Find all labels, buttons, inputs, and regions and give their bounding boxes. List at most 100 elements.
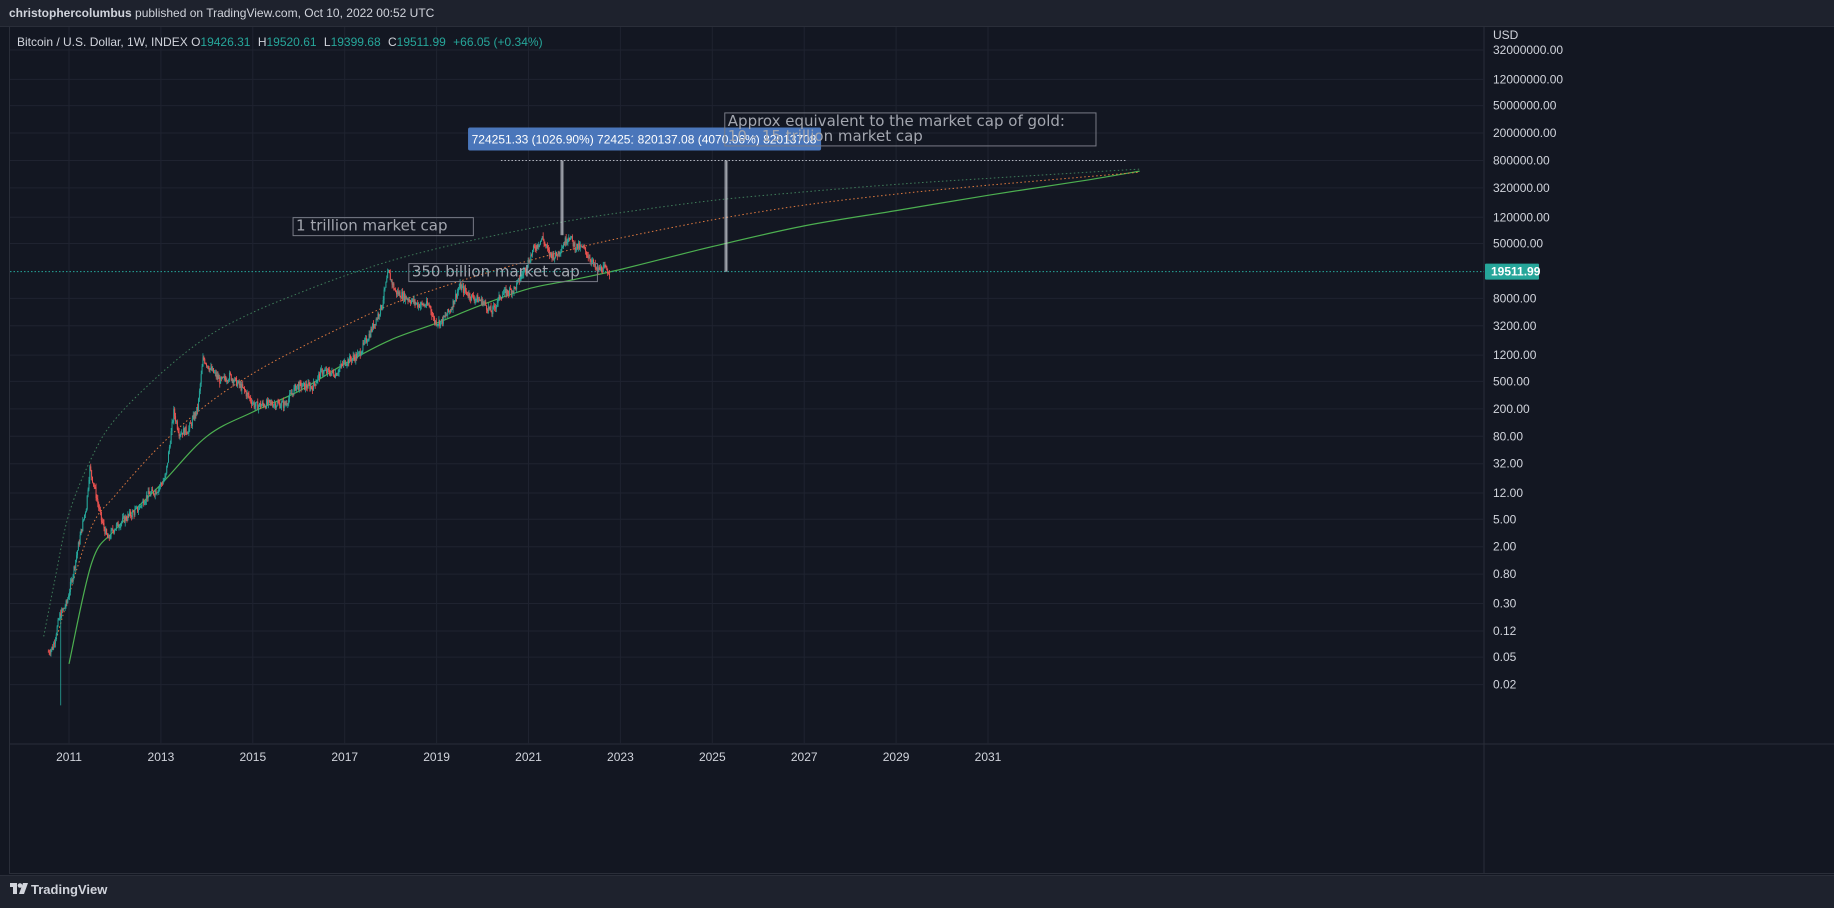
candle-body[interactable] <box>573 242 575 247</box>
candle-body[interactable] <box>415 303 417 305</box>
candle-body[interactable] <box>93 484 95 487</box>
candle-body[interactable] <box>534 246 536 250</box>
symbol-title[interactable]: Bitcoin / U.S. Dollar, 1W, INDEX <box>17 35 188 49</box>
candle-body[interactable] <box>312 381 314 391</box>
candle-body[interactable] <box>529 261 531 263</box>
candle-body[interactable] <box>166 465 168 474</box>
candle-body[interactable] <box>540 239 542 241</box>
candle-body[interactable] <box>586 255 588 257</box>
candle-body[interactable] <box>224 376 226 379</box>
candle-body[interactable] <box>571 236 573 241</box>
candle-body[interactable] <box>531 254 533 256</box>
candle-body[interactable] <box>445 315 447 317</box>
candle-body[interactable] <box>579 245 581 249</box>
candle-body[interactable] <box>48 651 50 653</box>
candle-body[interactable] <box>546 245 548 247</box>
candle-body[interactable] <box>479 300 481 302</box>
annotation-note[interactable]: 350 billion market cap <box>408 263 598 283</box>
candle-body[interactable] <box>328 370 330 374</box>
candle-body[interactable] <box>64 607 66 609</box>
candle-body[interactable] <box>509 288 511 294</box>
candle-body[interactable] <box>175 421 177 423</box>
candle-body[interactable] <box>262 402 264 405</box>
candle-body[interactable] <box>395 290 397 292</box>
candle-body[interactable] <box>512 290 514 293</box>
candle-body[interactable] <box>163 479 165 482</box>
candle-body[interactable] <box>372 323 374 332</box>
candle-body[interactable] <box>139 506 141 507</box>
candle-body[interactable] <box>211 366 213 371</box>
top-curve[interactable] <box>43 168 1140 637</box>
candle-body[interactable] <box>553 253 555 260</box>
candle-body[interactable] <box>402 292 404 300</box>
candle-body[interactable] <box>603 265 605 267</box>
candle-body[interactable] <box>153 494 155 496</box>
candle-body[interactable] <box>515 287 517 290</box>
candle-body[interactable] <box>69 591 71 597</box>
candle-body[interactable] <box>69 581 71 592</box>
candle-body[interactable] <box>538 245 540 247</box>
candle-body[interactable] <box>266 400 268 409</box>
candle-body[interactable] <box>494 305 496 308</box>
candle-body[interactable] <box>425 306 427 307</box>
candle-body[interactable] <box>49 652 51 654</box>
candle-body[interactable] <box>303 382 305 384</box>
candle-body[interactable] <box>401 292 403 299</box>
candle-body[interactable] <box>436 324 438 326</box>
candle-body[interactable] <box>585 251 587 256</box>
candle-body[interactable] <box>518 278 520 282</box>
candle-body[interactable] <box>456 291 458 298</box>
candle-body[interactable] <box>57 619 59 627</box>
candle-body[interactable] <box>570 237 572 240</box>
candle-body[interactable] <box>359 351 361 356</box>
candle-body[interactable] <box>295 384 297 391</box>
candle-body[interactable] <box>418 304 420 308</box>
candle-body[interactable] <box>494 307 496 309</box>
candle-body[interactable] <box>471 294 473 300</box>
candle-body[interactable] <box>276 402 278 406</box>
candle-body[interactable] <box>319 373 321 379</box>
candle-body[interactable] <box>416 302 418 304</box>
candle-body[interactable] <box>127 514 129 521</box>
candle-body[interactable] <box>443 315 445 317</box>
candle-body[interactable] <box>271 401 273 405</box>
candle-body[interactable] <box>56 626 58 635</box>
candle-body[interactable] <box>526 267 528 271</box>
candle-body[interactable] <box>327 368 329 371</box>
candle-body[interactable] <box>134 509 136 516</box>
candle-body[interactable] <box>337 372 339 374</box>
candle-body[interactable] <box>248 394 250 398</box>
candle-body[interactable] <box>557 251 559 257</box>
candle-body[interactable] <box>87 489 89 496</box>
candle-body[interactable] <box>354 357 356 361</box>
candle-body[interactable] <box>502 293 504 296</box>
candle-body[interactable] <box>535 249 537 250</box>
candle-body[interactable] <box>408 299 410 301</box>
candle-body[interactable] <box>249 397 251 398</box>
candle-body[interactable] <box>280 406 282 409</box>
candle-body[interactable] <box>577 243 579 249</box>
candle-body[interactable] <box>133 511 135 516</box>
candle-body[interactable] <box>270 401 272 403</box>
candle-body[interactable] <box>411 300 413 304</box>
candle-body[interactable] <box>404 295 406 301</box>
candle-body[interactable] <box>322 373 324 375</box>
candle-body[interactable] <box>150 492 152 496</box>
candle-body[interactable] <box>102 522 104 524</box>
candle-body[interactable] <box>386 278 388 283</box>
candle-body[interactable] <box>543 240 545 244</box>
candle-body[interactable] <box>255 402 257 407</box>
candle-body[interactable] <box>250 397 252 402</box>
candle-body[interactable] <box>547 248 549 251</box>
candle-body[interactable] <box>360 353 362 356</box>
candle-body[interactable] <box>477 295 479 303</box>
candle-body[interactable] <box>344 360 346 366</box>
candle-body[interactable] <box>62 608 64 611</box>
candle-body[interactable] <box>53 643 55 650</box>
candle-body[interactable] <box>517 278 519 281</box>
candle-body[interactable] <box>406 299 408 300</box>
candle-body[interactable] <box>129 511 131 516</box>
candle-body[interactable] <box>91 470 93 477</box>
candle-body[interactable] <box>123 516 125 523</box>
annotation-note[interactable]: Approx equivalent to the market cap of g… <box>724 112 1097 147</box>
